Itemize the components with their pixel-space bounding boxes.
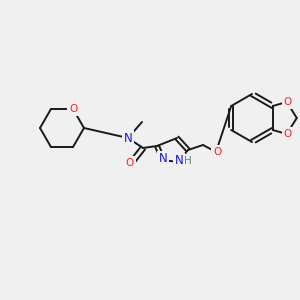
Text: O: O bbox=[69, 104, 77, 114]
Text: O: O bbox=[126, 158, 134, 168]
Text: O: O bbox=[213, 147, 221, 157]
Text: O: O bbox=[284, 97, 292, 107]
Text: O: O bbox=[284, 129, 292, 139]
Text: N: N bbox=[124, 131, 132, 145]
Text: N: N bbox=[175, 154, 183, 167]
Text: H: H bbox=[184, 156, 192, 166]
Text: N: N bbox=[159, 152, 167, 166]
